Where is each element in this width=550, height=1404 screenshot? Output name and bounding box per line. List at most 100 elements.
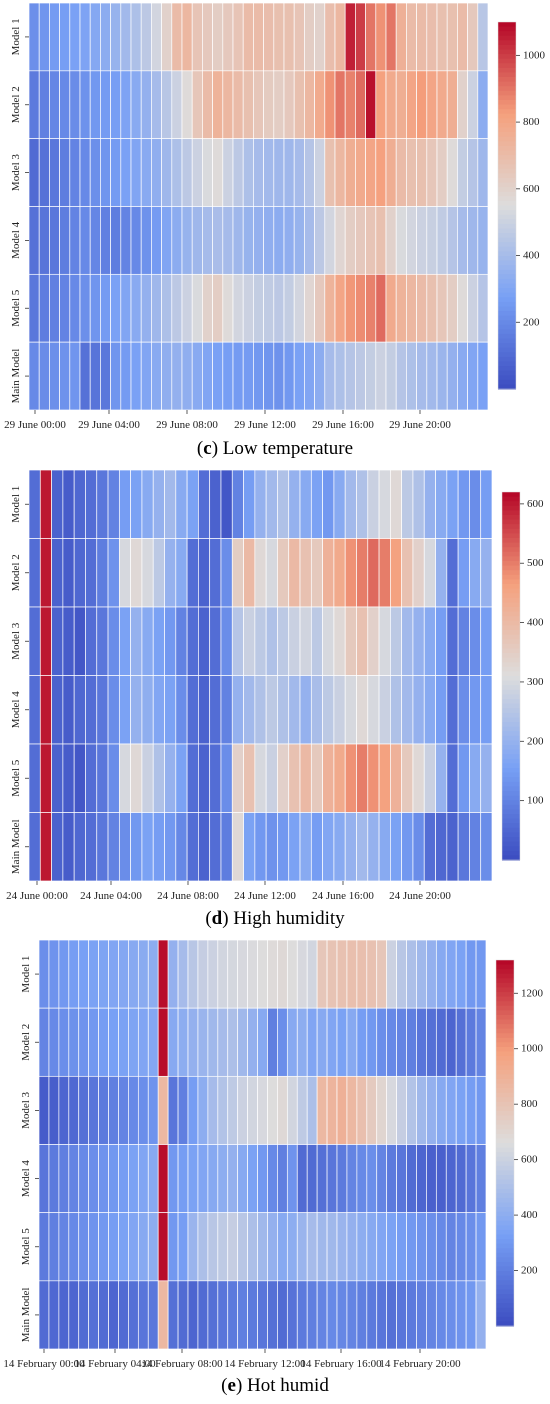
heatmap-cell bbox=[426, 1075, 437, 1145]
row-label: Model 3 bbox=[10, 622, 22, 659]
colorbar-segment bbox=[498, 210, 516, 216]
heatmap-cell bbox=[277, 1280, 288, 1350]
colorbar-segment bbox=[496, 982, 514, 989]
heatmap-cell bbox=[423, 812, 436, 882]
heatmap-cell bbox=[375, 341, 387, 411]
heatmap-cell bbox=[416, 1280, 427, 1350]
heatmap-cell bbox=[198, 469, 211, 539]
colorbar-segment bbox=[498, 90, 516, 96]
heatmap-cell bbox=[237, 939, 248, 1009]
heatmap-cell bbox=[152, 469, 165, 539]
heatmap-cell bbox=[253, 206, 264, 275]
heatmap-cell bbox=[356, 469, 369, 539]
heatmap-cell bbox=[89, 70, 101, 140]
heatmap-cell bbox=[293, 273, 305, 343]
colorbar-segment bbox=[502, 832, 520, 838]
colorbar-segment bbox=[498, 343, 516, 349]
heatmap-cell bbox=[446, 469, 459, 539]
heatmap-cell bbox=[401, 812, 414, 882]
heatmap-cell bbox=[120, 138, 132, 207]
colorbar-segment bbox=[502, 722, 520, 728]
heatmap-cell bbox=[100, 206, 111, 275]
colorbar-segment bbox=[496, 1161, 514, 1167]
heatmap-cell bbox=[231, 675, 244, 745]
heatmap-cell bbox=[336, 939, 348, 1009]
heatmap-cell bbox=[171, 273, 183, 343]
heatmap-cell bbox=[212, 206, 224, 275]
heatmap-cell bbox=[406, 206, 417, 275]
heatmap-cell bbox=[62, 606, 75, 676]
colorbar-segment bbox=[502, 855, 520, 861]
heatmap-cell bbox=[164, 538, 177, 608]
heatmap-cell bbox=[79, 2, 91, 72]
heatmap-panel-e: Model 1 Model 2 Model 3 Model 4 Model 5 Main … bbox=[3, 939, 544, 1370]
heatmap-cell bbox=[286, 939, 298, 1009]
heatmap-cell bbox=[344, 138, 356, 207]
heatmap-cell bbox=[186, 606, 199, 676]
colorbar-segment bbox=[498, 301, 516, 308]
colorbar-segment bbox=[498, 127, 516, 133]
heatmap-cell bbox=[161, 273, 173, 343]
colorbar-segment bbox=[496, 1106, 514, 1112]
heatmap-cell bbox=[263, 273, 275, 343]
heatmap-cell bbox=[130, 469, 143, 539]
heatmap-cell bbox=[324, 206, 336, 275]
colorbar-segment bbox=[502, 662, 520, 668]
x-tick-label: 14 February 12:00 bbox=[224, 1358, 306, 1370]
heatmap-cell bbox=[73, 743, 86, 813]
heatmap-cell bbox=[267, 1075, 278, 1145]
colorbar-tick-label: 400 bbox=[523, 250, 540, 262]
heatmap-cell bbox=[78, 1007, 90, 1077]
heatmap-cell bbox=[412, 675, 425, 745]
colorbar-segment bbox=[498, 356, 516, 363]
heatmap-cell bbox=[222, 341, 234, 411]
heatmap-cell bbox=[78, 1144, 90, 1214]
heatmap-cell bbox=[446, 812, 459, 882]
heatmap-cell bbox=[88, 1212, 99, 1282]
heatmap-cell bbox=[107, 812, 120, 882]
heatmap-cell bbox=[416, 939, 427, 1009]
colorbar-segment bbox=[496, 1051, 514, 1057]
colorbar-segment bbox=[496, 1216, 514, 1222]
heatmap-cell bbox=[247, 1212, 258, 1282]
heatmap-cell bbox=[181, 138, 193, 207]
heatmap-cell bbox=[222, 2, 234, 72]
colorbar-segment bbox=[496, 978, 514, 984]
colorbar-segment bbox=[496, 973, 514, 979]
colorbar-segment bbox=[498, 324, 516, 330]
heatmap-cell bbox=[38, 1144, 50, 1214]
heatmap-cell bbox=[336, 1075, 348, 1145]
heatmap-cell bbox=[457, 273, 468, 343]
heatmap-cell bbox=[406, 1280, 417, 1350]
colorbar-segment bbox=[496, 1234, 514, 1240]
heatmap-cell bbox=[480, 743, 493, 813]
heatmap-cell bbox=[167, 1144, 179, 1214]
colorbar-segment bbox=[502, 634, 520, 640]
heatmap-cell bbox=[412, 743, 425, 813]
row-label: Model 5 bbox=[10, 759, 22, 796]
heatmap-cell bbox=[79, 138, 91, 207]
colorbar-segment bbox=[498, 173, 516, 179]
colorbar-segment bbox=[502, 800, 520, 806]
colorbar-segment bbox=[502, 818, 520, 824]
heatmap-cell bbox=[151, 70, 162, 140]
colorbar-segment bbox=[502, 574, 520, 580]
heatmap-cell bbox=[396, 939, 407, 1009]
colorbar-segment bbox=[498, 54, 516, 60]
colorbar-segment bbox=[502, 768, 520, 774]
colorbar-segment bbox=[498, 384, 516, 390]
colorbar-segment bbox=[498, 136, 516, 142]
heatmap-cell bbox=[118, 812, 131, 882]
heatmap-cell bbox=[98, 1144, 109, 1214]
colorbar-segment bbox=[496, 1266, 514, 1272]
heatmap-cell bbox=[333, 469, 346, 539]
heatmap-cell bbox=[288, 675, 301, 745]
colorbar-segment bbox=[502, 791, 520, 797]
heatmap-cell bbox=[457, 138, 468, 207]
heatmap-cell bbox=[197, 1280, 209, 1350]
colorbar-segment bbox=[498, 251, 516, 257]
heatmap-cell bbox=[191, 138, 203, 207]
heatmap-cell bbox=[191, 206, 203, 275]
heatmap-cell bbox=[147, 1075, 159, 1145]
